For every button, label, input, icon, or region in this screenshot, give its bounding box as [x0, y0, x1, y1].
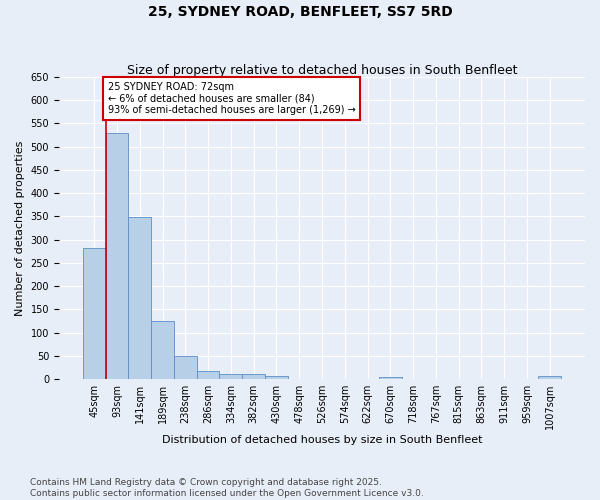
Bar — [197, 372, 220, 379]
Bar — [538, 376, 561, 379]
Text: 25 SYDNEY ROAD: 72sqm
← 6% of detached houses are smaller (84)
93% of semi-detac: 25 SYDNEY ROAD: 72sqm ← 6% of detached h… — [108, 82, 356, 115]
Bar — [220, 374, 242, 379]
Title: Size of property relative to detached houses in South Benfleet: Size of property relative to detached ho… — [127, 64, 517, 77]
Bar — [174, 356, 197, 379]
Bar — [265, 376, 288, 379]
Text: 25, SYDNEY ROAD, BENFLEET, SS7 5RD: 25, SYDNEY ROAD, BENFLEET, SS7 5RD — [148, 5, 452, 19]
Bar — [106, 133, 128, 379]
X-axis label: Distribution of detached houses by size in South Benfleet: Distribution of detached houses by size … — [162, 435, 482, 445]
Y-axis label: Number of detached properties: Number of detached properties — [15, 140, 25, 316]
Bar — [242, 374, 265, 379]
Bar — [379, 377, 401, 379]
Bar — [83, 248, 106, 379]
Text: Contains HM Land Registry data © Crown copyright and database right 2025.
Contai: Contains HM Land Registry data © Crown c… — [30, 478, 424, 498]
Bar — [128, 218, 151, 379]
Bar — [151, 321, 174, 379]
